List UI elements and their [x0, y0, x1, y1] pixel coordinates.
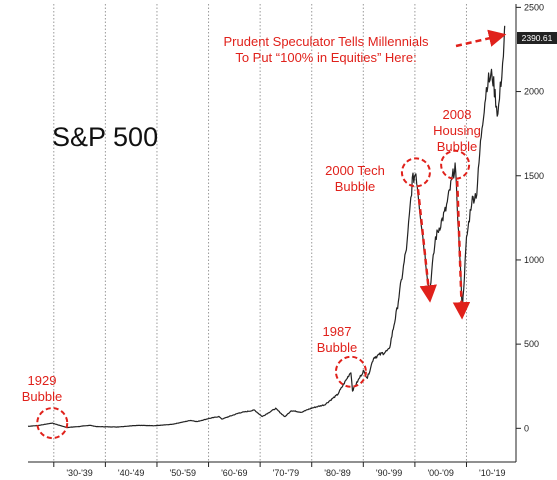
annotation-line: 2000 Tech — [325, 163, 385, 178]
bubble-circle — [334, 355, 367, 388]
annotation-text: 2000 Tech Bubble — [325, 163, 385, 194]
x-tick-label: '90-'99 — [376, 468, 402, 478]
bubble-circle — [440, 149, 471, 180]
annotation-line: Bubble — [437, 139, 477, 154]
x-tick-label: '00-'09 — [427, 468, 453, 478]
y-tick-label: 2500 — [524, 2, 544, 12]
annotation-line: Bubble — [317, 340, 357, 355]
annotation-arrow — [455, 29, 507, 48]
last-value-badge: 2390.61 — [517, 32, 557, 44]
x-tick-label: '50-'59 — [170, 468, 196, 478]
annotation-text: Prudent Speculator Tells Millennials To P… — [224, 34, 429, 65]
x-axis-ticks: '30-'39 '40-'49 '50-'59 '60-'69 '70-'79 '80-'… — [53, 462, 506, 478]
x-tick-label: '60-'69 — [221, 468, 247, 478]
annotation-line: 1929 — [28, 373, 57, 388]
chart-title: S&P 500 — [52, 122, 158, 152]
annotation-line: Housing — [433, 123, 481, 138]
annotation-line: To Put “100% in Equities” Here: — [235, 50, 416, 65]
annotation-text: 2008 Housing Bubble — [433, 107, 481, 154]
y-tick-label: 0 — [524, 423, 529, 433]
axes — [28, 4, 517, 463]
y-tick-label: 500 — [524, 339, 539, 349]
y-axis-ticks: 0 500 1000 1500 2000 2500 — [516, 2, 544, 433]
sp500-series-line — [27, 25, 506, 429]
annotation-arrow — [416, 189, 437, 303]
annotation-text: 1987 Bubble — [317, 324, 357, 355]
annotation-text: 1929 Bubble — [22, 373, 62, 404]
x-tick-label: '10-'19 — [479, 468, 505, 478]
annotation-line: 2008 — [443, 107, 472, 122]
y-tick-label: 2000 — [524, 87, 544, 97]
grid-lines — [53, 4, 467, 462]
annotation-arrow — [452, 180, 471, 320]
last-value-box — [517, 32, 557, 44]
x-tick-label: '40-'49 — [118, 468, 144, 478]
annotation-line: Bubble — [335, 179, 375, 194]
annotation-line: Prudent Speculator Tells Millennials — [224, 34, 429, 49]
y-tick-label: 1000 — [524, 255, 544, 265]
y-tick-label: 1500 — [524, 171, 544, 181]
annotation-line: 1987 — [323, 324, 352, 339]
x-tick-label: '30-'39 — [66, 468, 92, 478]
bubble-circle — [36, 407, 69, 440]
series — [27, 25, 506, 429]
last-value-label: 2390.61 — [522, 33, 553, 43]
x-tick-label: '80-'89 — [324, 468, 350, 478]
x-tick-label: '70-'79 — [273, 468, 299, 478]
annotation-line: Bubble — [22, 389, 62, 404]
bubble-circle — [400, 157, 431, 188]
